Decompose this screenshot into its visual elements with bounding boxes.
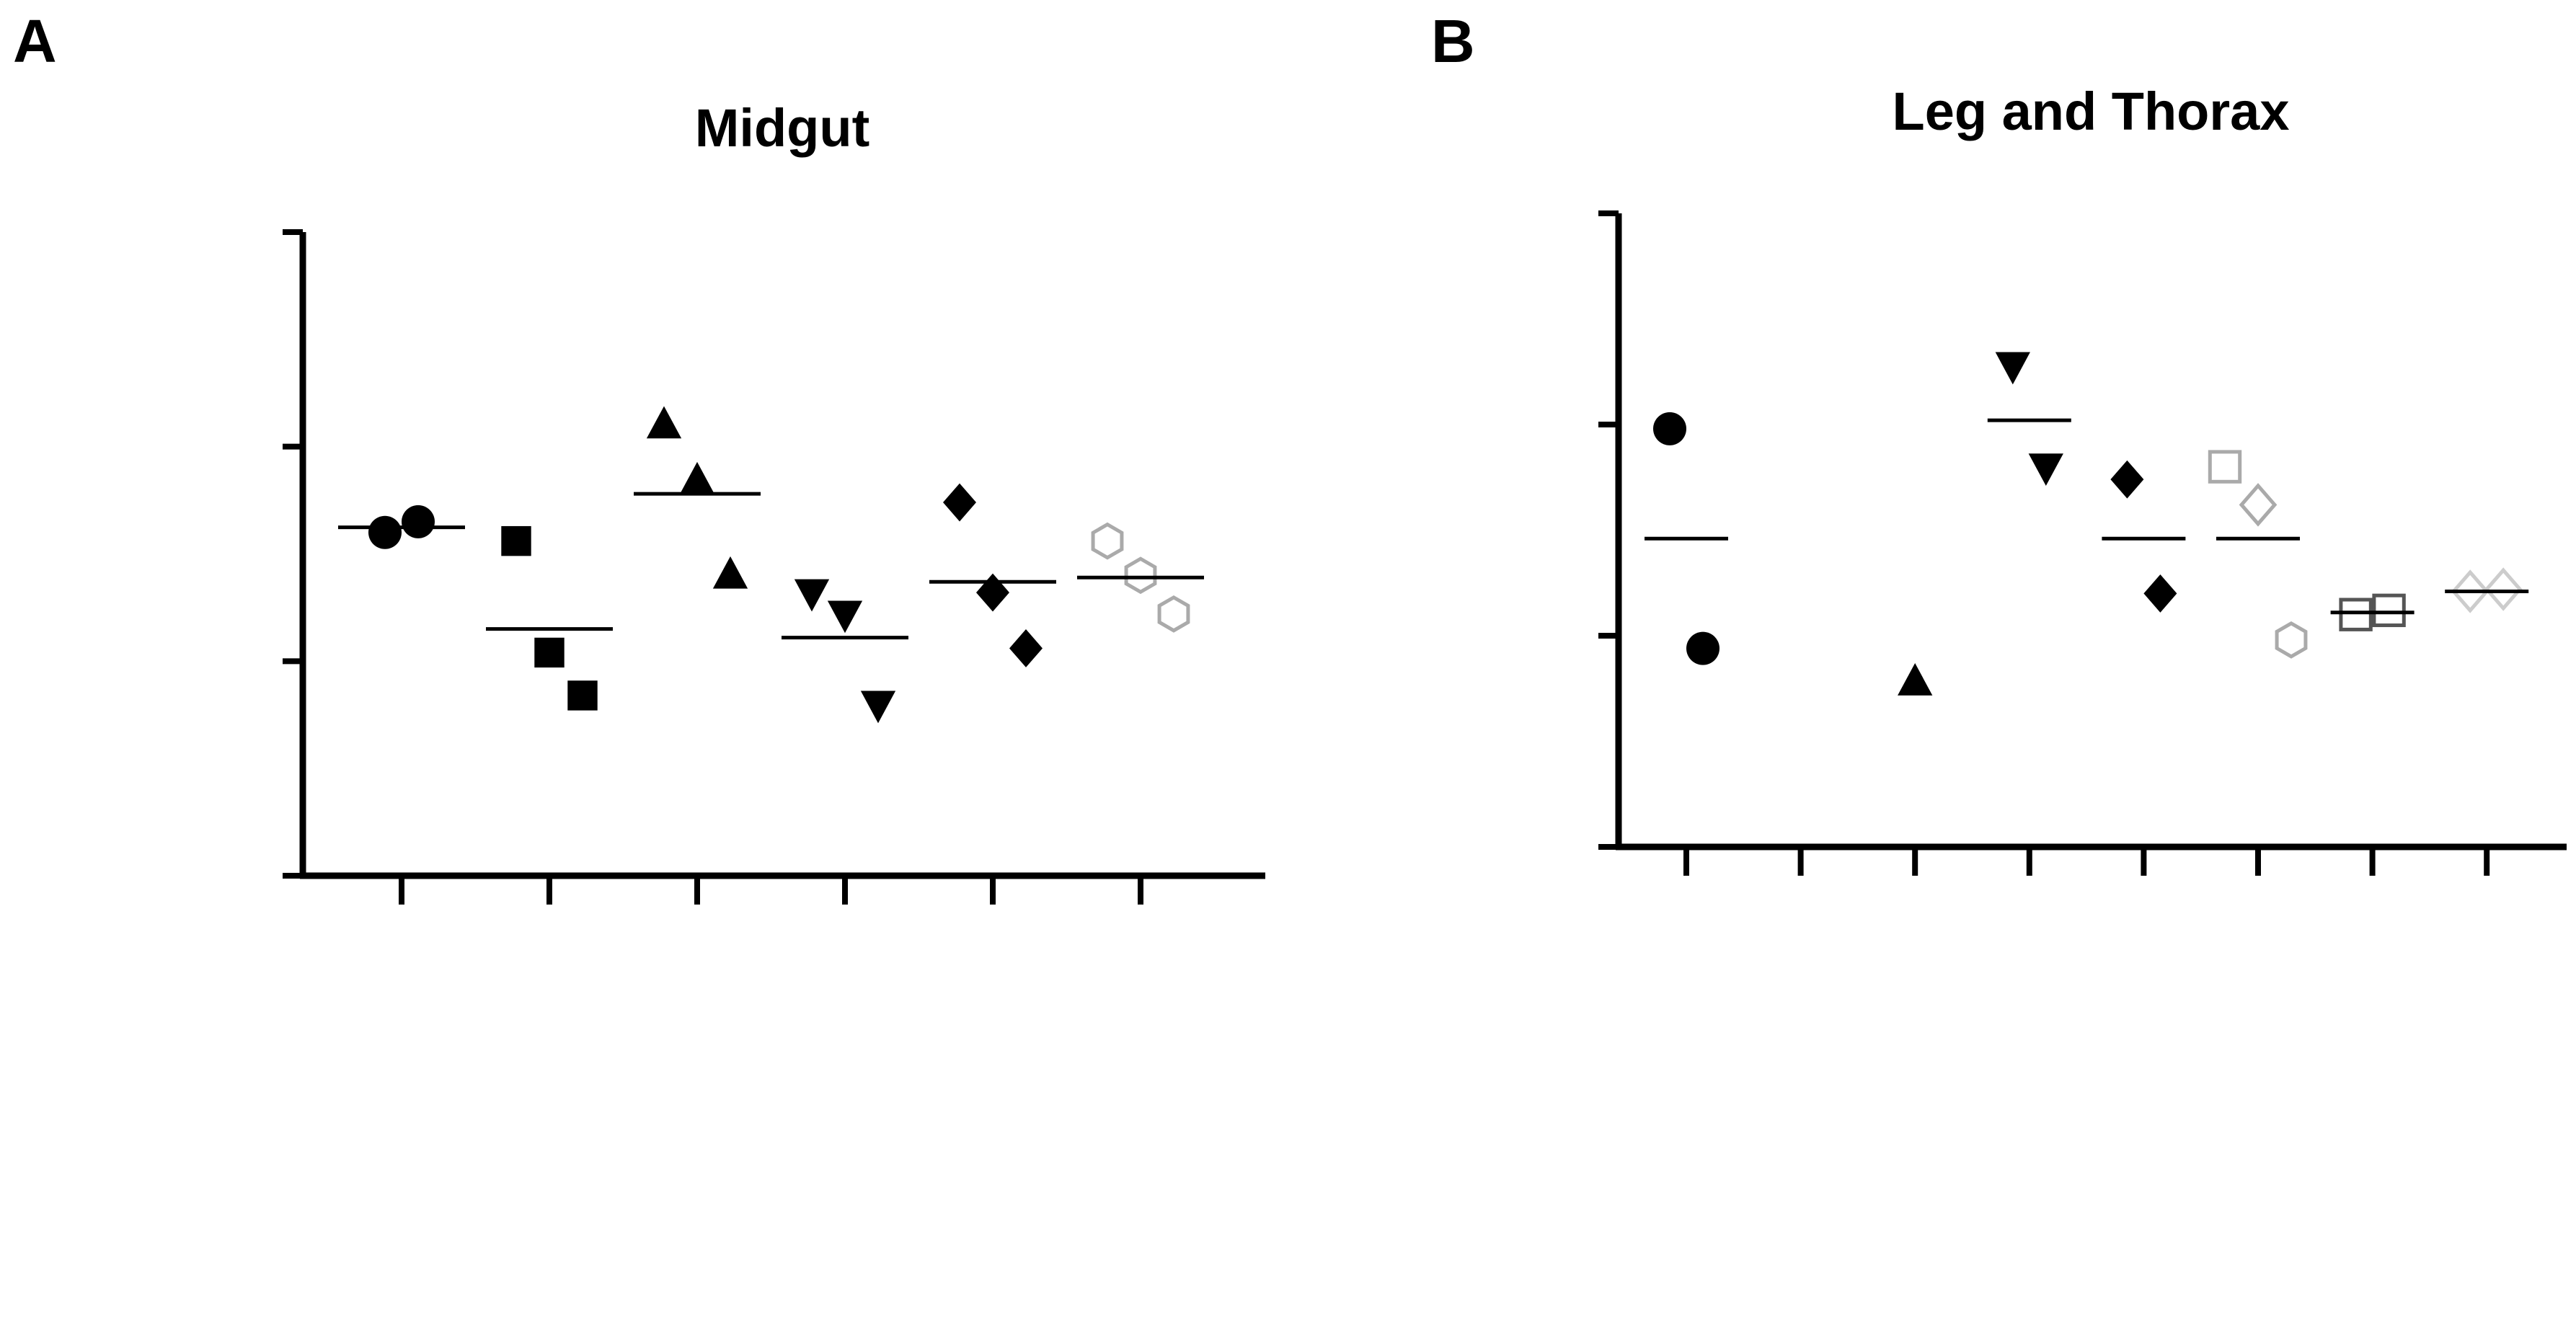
data-point xyxy=(2484,567,2523,611)
data-point xyxy=(567,680,598,711)
data-point xyxy=(712,556,748,589)
data-point xyxy=(1091,522,1124,560)
data-point xyxy=(943,483,976,522)
data-point xyxy=(860,690,896,724)
data-point xyxy=(501,525,531,556)
data-point xyxy=(1009,629,1043,667)
panel-b-title: Leg and Thorax xyxy=(1893,81,2290,141)
data-point xyxy=(2028,453,2063,487)
panel-a: A Midgut xyxy=(13,7,1265,905)
data-point xyxy=(2372,593,2406,628)
data-point xyxy=(976,573,1009,612)
panel-a-letter: A xyxy=(13,7,57,75)
data-point xyxy=(827,600,863,634)
panel-a-title: Midgut xyxy=(695,98,869,158)
data-point xyxy=(402,505,435,538)
data-point xyxy=(1686,631,1719,665)
data-point xyxy=(534,637,565,668)
panel-b: B Leg and Thorax xyxy=(1431,7,2567,876)
data-point xyxy=(2239,483,2278,527)
data-point xyxy=(368,515,402,549)
data-point xyxy=(1898,663,1933,696)
data-point xyxy=(1995,352,2030,385)
panel-a-plot xyxy=(283,229,1265,905)
panel-b-letter: B xyxy=(1431,7,1475,75)
data-point xyxy=(2339,598,2373,631)
data-point xyxy=(1124,556,1157,595)
data-point xyxy=(2110,460,2144,499)
data-point xyxy=(794,579,830,612)
data-point xyxy=(679,461,715,494)
data-point xyxy=(646,406,682,439)
data-point xyxy=(2208,450,2242,484)
data-point xyxy=(2143,574,2177,613)
data-point xyxy=(2275,621,2308,659)
data-point xyxy=(1653,412,1686,445)
data-point xyxy=(1157,595,1190,633)
panel-b-plot xyxy=(1598,210,2567,876)
